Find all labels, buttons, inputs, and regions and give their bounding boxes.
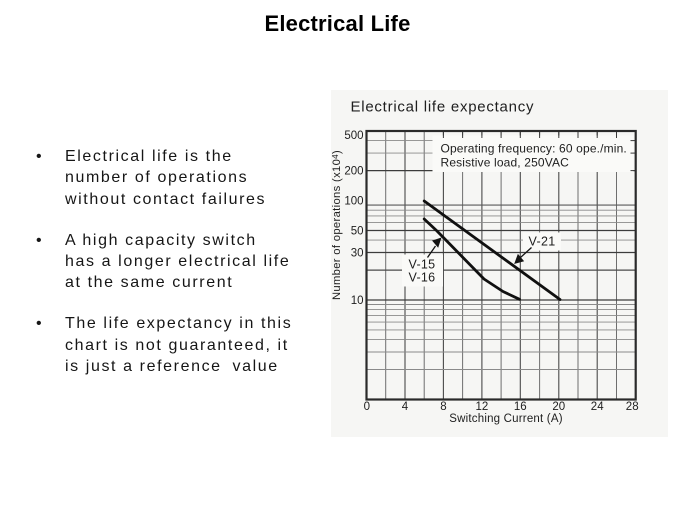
svg-text:28: 28 xyxy=(626,401,639,413)
svg-text:200: 200 xyxy=(344,166,363,178)
svg-text:Electrical life expectancy: Electrical life expectancy xyxy=(351,99,535,116)
svg-text:16: 16 xyxy=(514,401,527,413)
svg-text:4: 4 xyxy=(402,401,409,413)
svg-text:8: 8 xyxy=(440,401,446,413)
svg-text:30: 30 xyxy=(351,248,364,260)
svg-text:500: 500 xyxy=(344,130,363,142)
svg-text:V-21: V-21 xyxy=(529,235,556,249)
svg-text:50: 50 xyxy=(351,226,364,238)
svg-text:12: 12 xyxy=(476,401,489,413)
svg-text:0: 0 xyxy=(364,401,370,413)
svg-text:20: 20 xyxy=(552,401,565,413)
svg-text:100: 100 xyxy=(344,196,363,208)
svg-text:24: 24 xyxy=(591,401,604,413)
svg-text:10: 10 xyxy=(351,295,364,307)
svg-text:V-15: V-15 xyxy=(409,258,436,272)
svg-text:V-16: V-16 xyxy=(409,271,436,285)
svg-text:Number of operations (x104): Number of operations (x104) xyxy=(331,150,343,300)
svg-text:Operating frequency: 60 ope./m: Operating frequency: 60 ope./min. xyxy=(441,142,627,156)
svg-text:Resistive load, 250VAC: Resistive load, 250VAC xyxy=(441,156,570,170)
svg-text:Switching Current (A): Switching Current (A) xyxy=(449,413,562,425)
